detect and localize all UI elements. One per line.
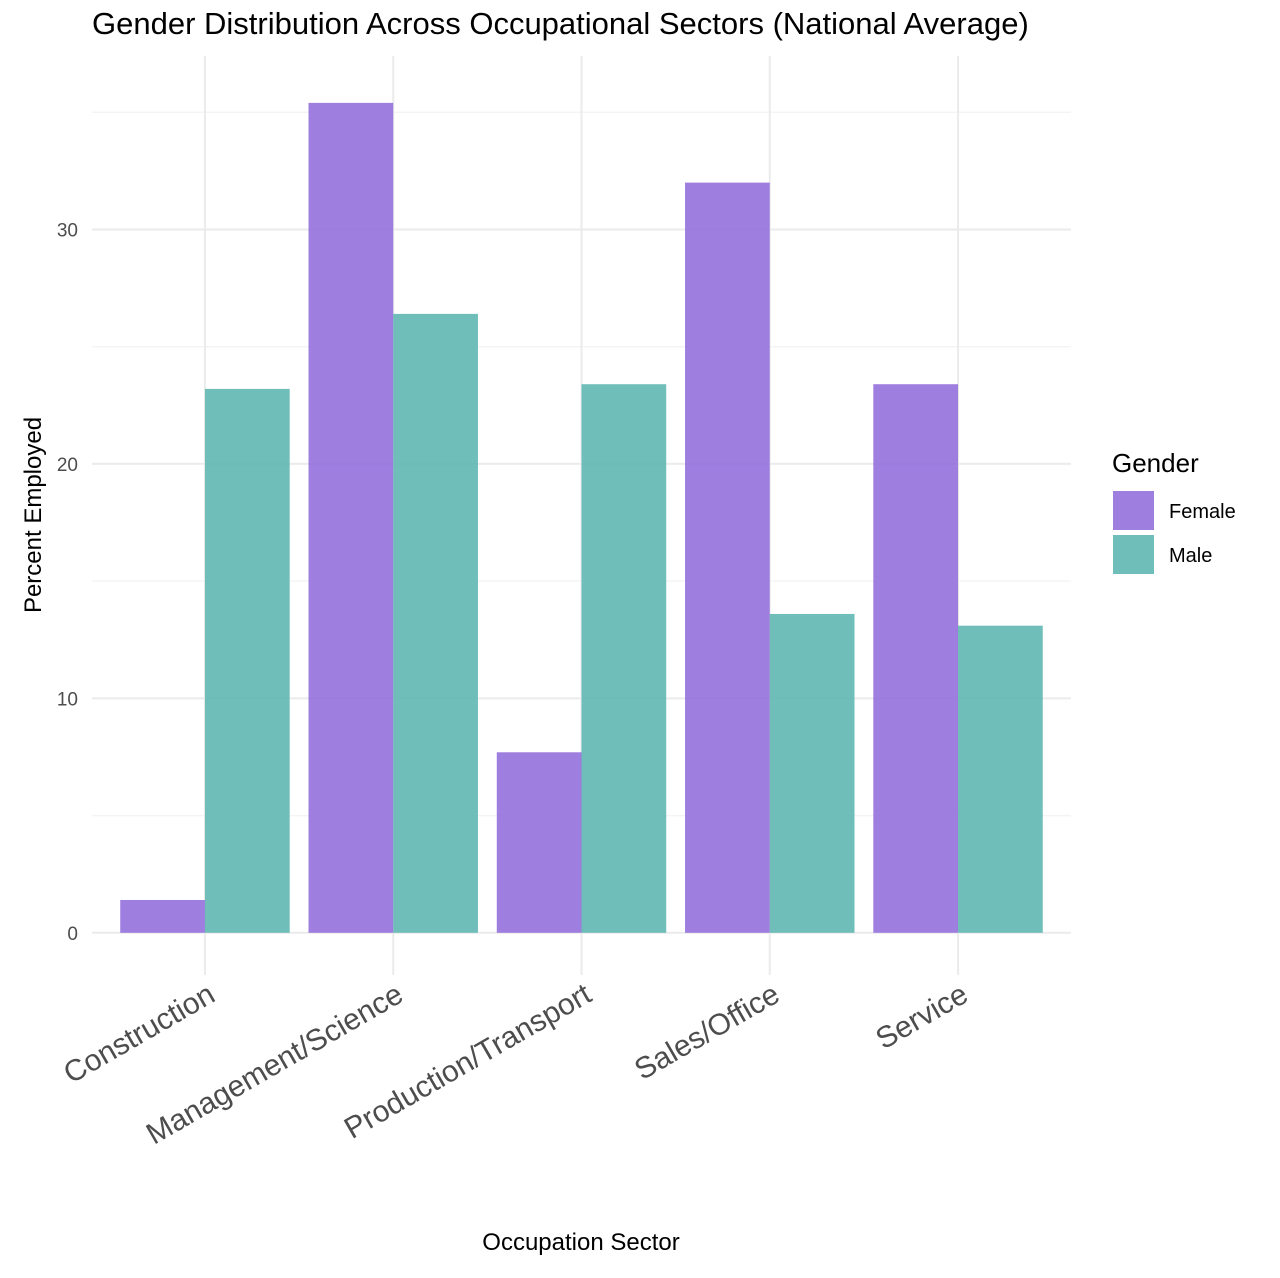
bar-female-3: [685, 182, 770, 933]
y-tick-label: 20: [57, 455, 78, 476]
bar-male-4: [958, 625, 1043, 933]
legend-label-female: Female: [1169, 501, 1236, 523]
bar-female-1: [308, 102, 394, 933]
legend-title: Gender: [1112, 448, 1199, 478]
y-tick-label: 30: [57, 220, 78, 241]
legend-key-female: [1113, 491, 1154, 530]
bar-female-2: [496, 752, 582, 933]
bar-male-3: [769, 613, 855, 933]
legend: Gender Female Male: [1112, 448, 1236, 574]
x-tick-label: Service: [870, 977, 973, 1056]
y-axis-title: Percent Employed: [20, 417, 47, 613]
legend-label-male: Male: [1169, 545, 1212, 567]
y-axis-ticks: 0 10 20 30: [57, 220, 78, 944]
legend-key-male: [1113, 535, 1154, 574]
x-axis-title: Occupation Sector: [482, 1229, 679, 1256]
bar-female-0: [120, 899, 205, 933]
bars: [120, 102, 1043, 933]
x-axis-ticks: ConstructionManagement/ScienceProduction…: [58, 977, 973, 1151]
y-tick-label: 0: [67, 924, 78, 945]
x-tick-label: Construction: [58, 977, 220, 1090]
chart-title: Gender Distribution Across Occupational …: [92, 6, 1029, 41]
bar-male-1: [393, 313, 478, 933]
bar-male-0: [204, 388, 290, 933]
y-tick-label: 10: [57, 689, 78, 710]
x-tick-label: Sales/Office: [629, 977, 785, 1086]
bar-male-2: [581, 384, 667, 933]
bar-female-4: [873, 384, 959, 933]
